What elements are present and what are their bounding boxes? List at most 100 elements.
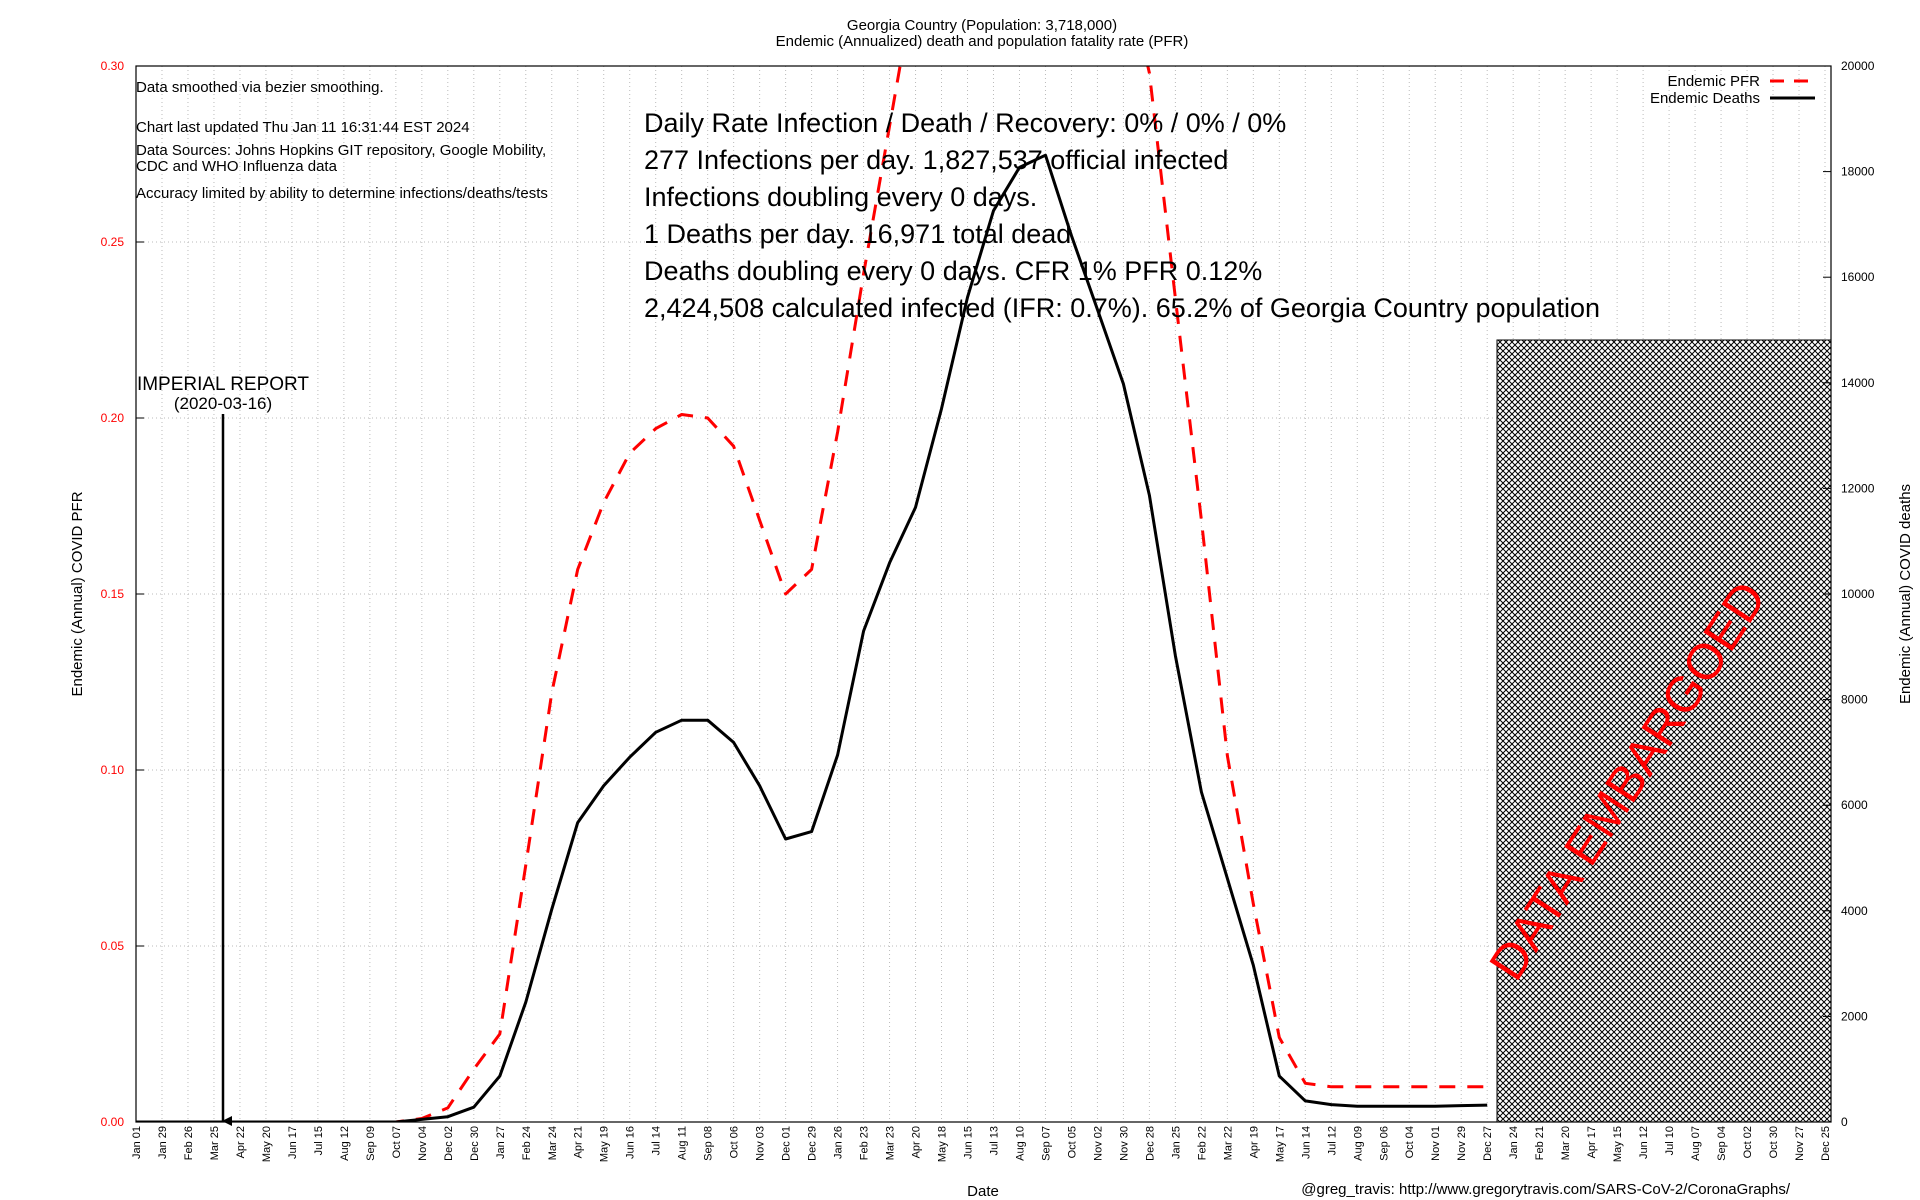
x-tick-label: Apr 17 <box>1586 1126 1598 1158</box>
y2-axis-label: Endemic (Annual) COVID deaths <box>1897 484 1914 704</box>
x-tick-label: Jun 15 <box>963 1126 975 1159</box>
y-tick-label: 0.00 <box>101 1115 125 1129</box>
x-tick-label: Jan 29 <box>157 1126 169 1159</box>
info-line: Infections doubling every 0 days. <box>644 182 1037 212</box>
x-axis-label: Date <box>967 1183 999 1200</box>
note: Data Sources: Johns Hopkins GIT reposito… <box>136 142 546 159</box>
x-tick-label: Feb 22 <box>1196 1126 1208 1160</box>
x-tick-label: Dec 30 <box>469 1126 481 1161</box>
x-tick-label: Apr 20 <box>911 1126 923 1158</box>
x-tick-label: Mar 22 <box>1222 1126 1234 1160</box>
x-tick-label: Jan 26 <box>833 1126 845 1159</box>
y-tick-label: 0.25 <box>101 235 125 249</box>
y2-tick-label: 8000 <box>1841 693 1868 707</box>
x-tick-label: May 19 <box>599 1126 611 1162</box>
y2-tick-label: 12000 <box>1841 481 1875 495</box>
info-line: 2,424,508 calculated infected (IFR: 0.7%… <box>644 293 1600 323</box>
x-tick-label: Aug 09 <box>1352 1126 1364 1161</box>
note: Chart last updated Thu Jan 11 16:31:44 E… <box>136 119 470 136</box>
x-tick-label: Feb 26 <box>183 1126 195 1160</box>
y2-tick-label: 2000 <box>1841 1009 1868 1023</box>
x-tick-label: Mar 24 <box>547 1126 559 1160</box>
chart-subtitle: Endemic (Annualized) death and populatio… <box>776 33 1189 50</box>
plot-lines <box>136 66 1488 1122</box>
note: CDC and WHO Influenza data <box>136 158 338 175</box>
x-tick-label: Dec 25 <box>1820 1126 1832 1161</box>
info-line: Deaths doubling every 0 days. CFR 1% PFR… <box>644 256 1262 286</box>
y2-tick-label: 16000 <box>1841 270 1875 284</box>
y2-tick-label: 14000 <box>1841 376 1875 390</box>
y2-tick-label: 10000 <box>1841 587 1875 601</box>
x-tick-label: Dec 29 <box>807 1126 819 1161</box>
x-tick-label: Nov 01 <box>1430 1126 1442 1161</box>
y2-tick-label: 18000 <box>1841 165 1875 179</box>
x-tick-label: Jun 14 <box>1300 1126 1312 1159</box>
y-tick-label: 0.10 <box>101 763 125 777</box>
x-tick-label: Aug 12 <box>339 1126 351 1161</box>
embargo-box <box>1496 339 1832 1123</box>
x-tick-label: Sep 07 <box>1040 1126 1052 1161</box>
note: Data smoothed via bezier smoothing. <box>136 79 384 96</box>
y2-tick-label: 20000 <box>1841 59 1875 73</box>
x-tick-label: Oct 02 <box>1742 1126 1754 1158</box>
x-tick-label: Oct 30 <box>1768 1126 1780 1158</box>
x-tick-label: Jan 01 <box>131 1126 143 1159</box>
annotation-label: IMPERIAL REPORT <box>137 374 309 395</box>
x-tick-label: Oct 06 <box>729 1126 741 1158</box>
x-tick-label: Jul 14 <box>651 1126 663 1155</box>
y2-tick-label: 6000 <box>1841 798 1868 812</box>
x-tick-label: Sep 04 <box>1716 1126 1728 1161</box>
info-line: 277 Infections per day. 1,827,537 offici… <box>644 145 1228 175</box>
info-block: Daily Rate Infection / Death / Recovery:… <box>644 108 1600 323</box>
x-tick-label: Apr 19 <box>1248 1126 1260 1158</box>
x-tick-label: Mar 23 <box>885 1126 897 1160</box>
x-tick-label: Jul 12 <box>1326 1126 1338 1155</box>
y-tick-label: 0.05 <box>101 939 125 953</box>
legend-label: Endemic PFR <box>1667 73 1760 90</box>
x-tick-label: Jul 10 <box>1664 1126 1676 1155</box>
x-tick-label: Dec 02 <box>443 1126 455 1161</box>
x-tick-label: Dec 27 <box>1482 1126 1494 1161</box>
chart-title: Georgia Country (Population: 3,718,000) <box>847 17 1117 34</box>
x-tick-label: Jan 27 <box>495 1126 507 1159</box>
x-tick-label: Nov 30 <box>1118 1126 1130 1161</box>
y2-tick-label: 4000 <box>1841 904 1868 918</box>
x-tick-label: Jun 12 <box>1638 1126 1650 1159</box>
y-tick-label: 0.30 <box>101 59 125 73</box>
x-tick-label: May 15 <box>1612 1126 1624 1162</box>
x-tick-label: Nov 03 <box>755 1126 767 1161</box>
x-tick-label: Jun 16 <box>625 1126 637 1159</box>
x-tick-label: Jan 24 <box>1508 1126 1520 1159</box>
x-tick-label: Feb 21 <box>1534 1126 1546 1160</box>
x-tick-label: Jul 13 <box>988 1126 1000 1155</box>
x-tick-label: May 18 <box>937 1126 949 1162</box>
x-tick-label: Feb 23 <box>859 1126 871 1160</box>
x-tick-label: Oct 04 <box>1404 1126 1416 1158</box>
x-tick-label: Mar 25 <box>209 1126 221 1160</box>
x-tick-label: May 20 <box>261 1126 273 1162</box>
legend-label: Endemic Deaths <box>1650 90 1760 107</box>
x-tick-label: Oct 05 <box>1066 1126 1078 1158</box>
y-axis-label: Endemic (Annual) COVID PFR <box>69 491 86 696</box>
x-tick-label: Dec 01 <box>781 1126 793 1161</box>
series-line <box>136 153 1488 1122</box>
annotation-date: (2020-03-16) <box>174 394 272 413</box>
x-tick-label: Nov 02 <box>1092 1126 1104 1161</box>
x-tick-label: Jan 25 <box>1170 1126 1182 1159</box>
note: Accuracy limited by ability to determine… <box>136 185 548 202</box>
x-tick-label: Jun 17 <box>287 1126 299 1159</box>
x-tick-label: Nov 29 <box>1456 1126 1468 1161</box>
x-tick-label: Aug 10 <box>1014 1126 1026 1161</box>
x-tick-label: Nov 04 <box>417 1126 429 1161</box>
x-tick-label: Dec 28 <box>1144 1126 1156 1161</box>
x-tick-label: Apr 21 <box>573 1126 585 1158</box>
y-tick-label: 0.20 <box>101 411 125 425</box>
x-tick-label: Sep 09 <box>365 1126 377 1161</box>
x-tick-label: Nov 27 <box>1794 1126 1806 1161</box>
x-tick-label: Apr 22 <box>235 1126 247 1158</box>
x-tick-label: May 17 <box>1274 1126 1286 1162</box>
info-line: 1 Deaths per day. 16,971 total dead <box>644 219 1071 249</box>
x-tick-label: Aug 07 <box>1690 1126 1702 1161</box>
